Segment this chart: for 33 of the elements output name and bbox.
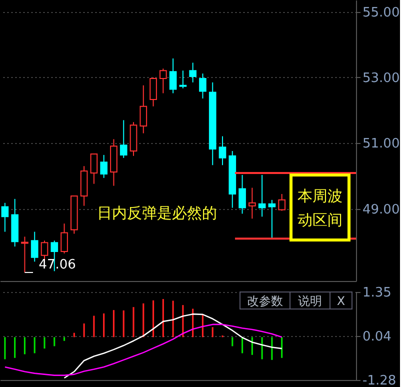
- line-series: [64, 313, 282, 379]
- candlestick: [60, 223, 68, 254]
- y-tick-label: 49.00: [362, 202, 400, 218]
- annotation: 说明: [298, 294, 322, 308]
- candlestick: [258, 174, 266, 218]
- candlestick: [140, 84, 148, 134]
- candlestick: [30, 231, 38, 262]
- candlestick: [278, 194, 286, 212]
- candlestick: [238, 174, 246, 214]
- annotation: X: [336, 294, 346, 308]
- candlestick: [169, 58, 177, 94]
- candlestick: [189, 62, 196, 83]
- y-tick-label: 55.00: [362, 5, 400, 20]
- y-tick-label: 0.04: [362, 329, 392, 344]
- candlestick: [150, 76, 157, 107]
- candlestick: [160, 68, 167, 94]
- annotation: 本周波动区间: [298, 187, 342, 229]
- annotation: 改参数: [247, 294, 283, 308]
- candlestick: [268, 199, 276, 240]
- candlestick: [1, 202, 9, 232]
- line-series: [4, 324, 282, 376]
- y-tick-label: -1.28: [362, 374, 396, 387]
- y-tick-label: 53.00: [362, 70, 400, 86]
- candlestick: [100, 154, 108, 178]
- candlestick: [218, 136, 226, 166]
- y-tick-label: 1.35: [362, 286, 392, 300]
- candlestick: [90, 153, 98, 184]
- candlestick: [199, 73, 206, 99]
- y-tick-label: 51.00: [362, 136, 400, 152]
- candlestick: [120, 120, 128, 158]
- annotation: 日内反弹是必然的: [97, 204, 217, 222]
- candlestick: [179, 70, 187, 89]
- candlestick: [248, 187, 256, 220]
